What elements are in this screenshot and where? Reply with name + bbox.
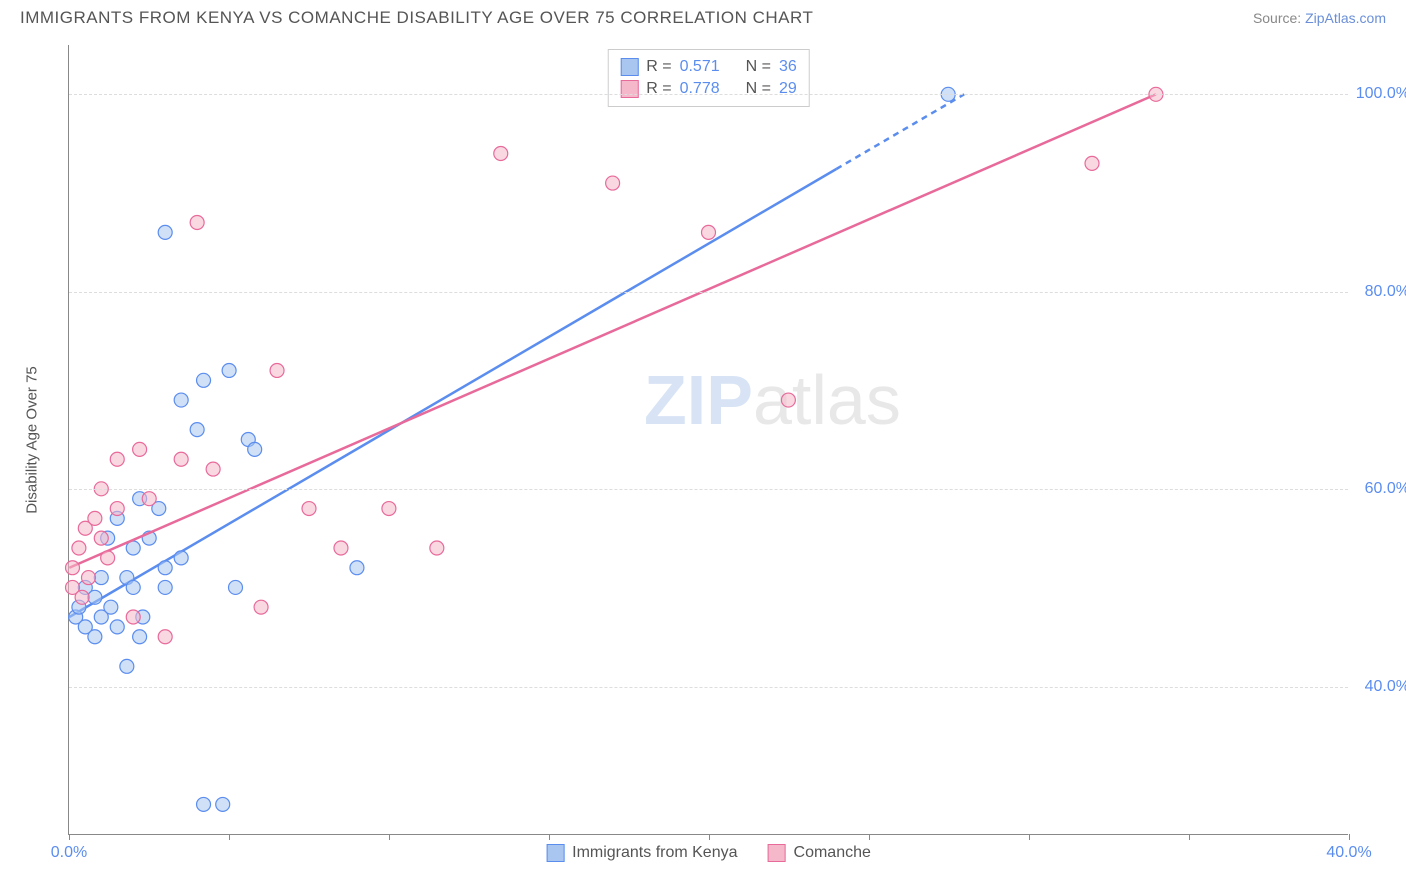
data-point — [229, 580, 243, 594]
grid-line — [69, 489, 1348, 490]
data-point — [133, 630, 147, 644]
n-label: N = — [746, 58, 771, 76]
data-point — [702, 225, 716, 239]
data-point — [248, 442, 262, 456]
trend-line — [69, 169, 836, 617]
source-attribution: Source: ZipAtlas.com — [1253, 10, 1386, 26]
data-point — [494, 146, 508, 160]
data-point — [126, 610, 140, 624]
x-tick — [709, 834, 710, 840]
x-tick — [389, 834, 390, 840]
grid-line — [69, 687, 1348, 688]
x-tick-label: 40.0% — [1326, 844, 1371, 862]
data-point — [110, 502, 124, 516]
data-point — [216, 797, 230, 811]
data-point — [88, 630, 102, 644]
series-name: Immigrants from Kenya — [572, 844, 737, 862]
data-point — [158, 580, 172, 594]
data-point — [334, 541, 348, 555]
grid-line — [69, 94, 1348, 95]
x-tick — [1189, 834, 1190, 840]
plot-area: ZIPatlas R = 0.571 N = 36 R = 0.778 N = … — [68, 45, 1348, 835]
data-point — [197, 797, 211, 811]
grid-line — [69, 292, 1348, 293]
x-tick — [549, 834, 550, 840]
data-point — [104, 600, 118, 614]
data-point — [174, 551, 188, 565]
data-point — [158, 561, 172, 575]
data-point — [158, 630, 172, 644]
x-tick — [69, 834, 70, 840]
legend-correlation: R = 0.571 N = 36 R = 0.778 N = 29 — [607, 49, 810, 107]
x-tick — [869, 834, 870, 840]
x-tick-label: 0.0% — [51, 844, 87, 862]
data-point — [606, 176, 620, 190]
data-point — [94, 531, 108, 545]
y-tick-label: 60.0% — [1355, 480, 1406, 498]
legend-item-kenya: Immigrants from Kenya — [546, 844, 737, 862]
data-point — [94, 571, 108, 585]
data-point — [430, 541, 444, 555]
data-point — [88, 511, 102, 525]
data-point — [190, 423, 204, 437]
data-point — [81, 571, 95, 585]
scatter-svg — [69, 45, 1348, 834]
correlation-chart: Disability Age Over 75 ZIPatlas R = 0.57… — [50, 45, 1380, 835]
data-point — [66, 561, 80, 575]
data-point — [206, 462, 220, 476]
swatch-comanche — [768, 844, 786, 862]
data-point — [302, 502, 316, 516]
data-point — [120, 659, 134, 673]
data-point — [142, 492, 156, 506]
data-point — [101, 551, 115, 565]
n-value: 36 — [779, 58, 797, 76]
legend-row-comanche: R = 0.778 N = 29 — [620, 78, 797, 100]
data-point — [350, 561, 364, 575]
data-point — [174, 452, 188, 466]
source-label: Source: — [1253, 10, 1301, 26]
data-point — [110, 452, 124, 466]
data-point — [222, 363, 236, 377]
data-point — [781, 393, 795, 407]
legend-series: Immigrants from Kenya Comanche — [546, 844, 871, 862]
r-value: 0.571 — [680, 58, 720, 76]
data-point — [158, 225, 172, 239]
data-point — [110, 620, 124, 634]
x-tick — [229, 834, 230, 840]
y-axis-label: Disability Age Over 75 — [24, 366, 41, 514]
data-point — [190, 216, 204, 230]
data-point — [88, 590, 102, 604]
data-point — [72, 541, 86, 555]
data-point — [270, 363, 284, 377]
x-tick — [1349, 834, 1350, 840]
x-tick — [1029, 834, 1030, 840]
data-point — [382, 502, 396, 516]
data-point — [1085, 156, 1099, 170]
source-link[interactable]: ZipAtlas.com — [1305, 10, 1386, 26]
data-point — [197, 373, 211, 387]
data-point — [174, 393, 188, 407]
legend-row-kenya: R = 0.571 N = 36 — [620, 56, 797, 78]
trend-line-extrapolated — [836, 94, 964, 169]
trend-line — [69, 94, 1156, 567]
series-name: Comanche — [794, 844, 871, 862]
r-label: R = — [646, 58, 671, 76]
y-tick-label: 40.0% — [1355, 678, 1406, 696]
data-point — [126, 580, 140, 594]
data-point — [133, 442, 147, 456]
y-tick-label: 80.0% — [1355, 283, 1406, 301]
swatch-kenya — [620, 58, 638, 76]
data-point — [254, 600, 268, 614]
y-tick-label: 100.0% — [1355, 85, 1406, 103]
swatch-kenya — [546, 844, 564, 862]
legend-item-comanche: Comanche — [768, 844, 871, 862]
data-point — [75, 590, 89, 604]
page-title: IMMIGRANTS FROM KENYA VS COMANCHE DISABI… — [20, 8, 813, 28]
